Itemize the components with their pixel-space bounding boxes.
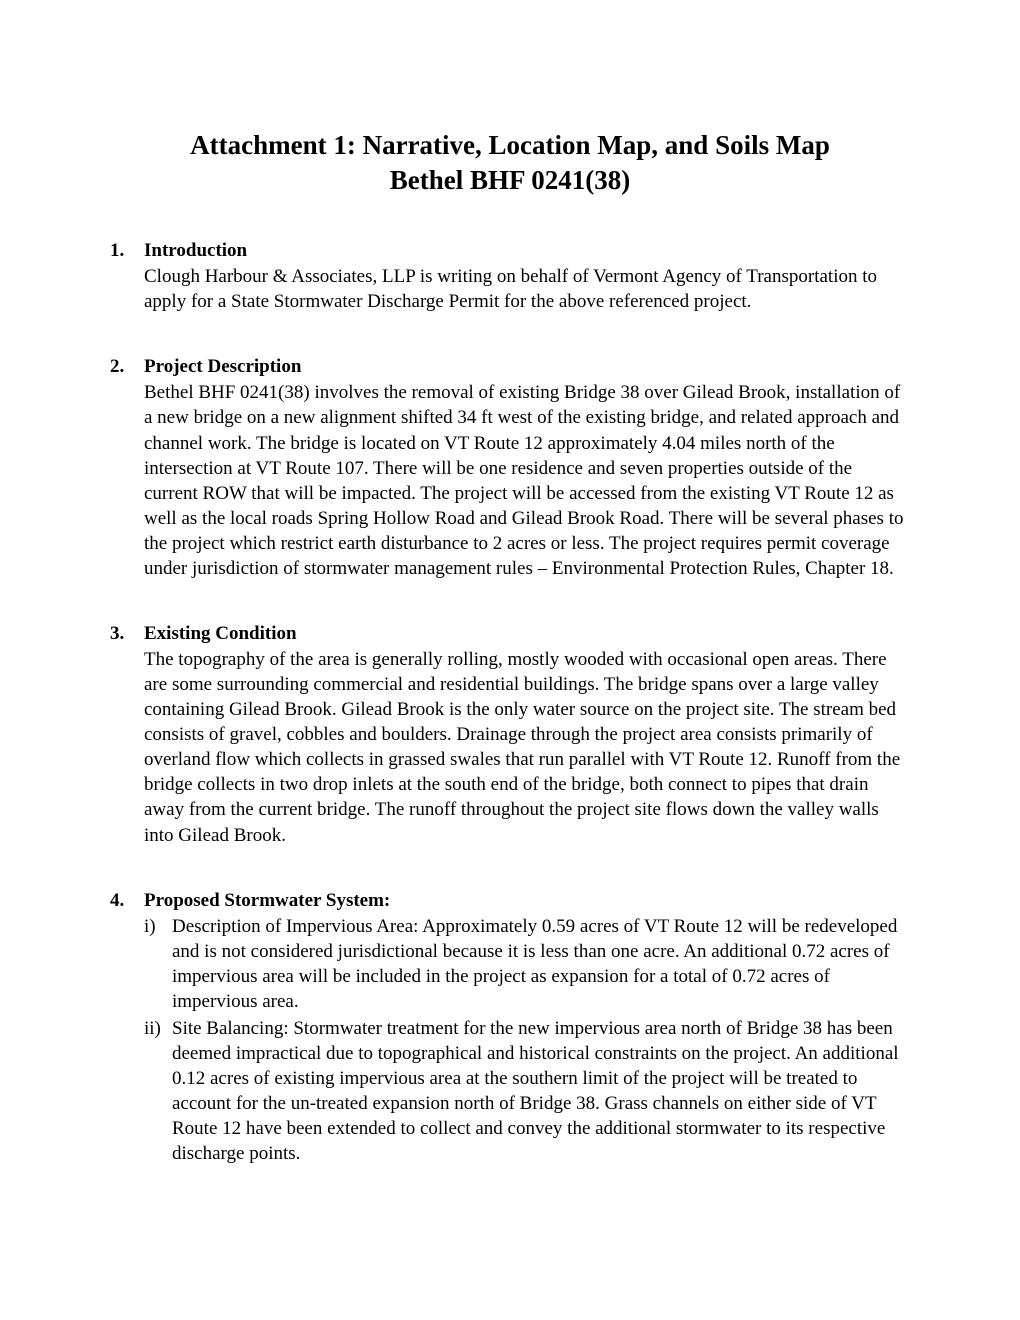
section-proposed-stormwater: 4.Proposed Stormwater System: i) Descrip… [110, 890, 910, 1167]
subsection-text: Description of Impervious Area: Approxim… [172, 914, 910, 1014]
subsection-item: i) Description of Impervious Area: Appro… [144, 914, 910, 1014]
section-heading: 1.Introduction [110, 240, 910, 262]
title-line-1: Attachment 1: Narrative, Location Map, a… [190, 130, 830, 160]
section-body: Clough Harbour & Associates, LLP is writ… [144, 264, 910, 314]
section-heading: 2.Project Description [110, 356, 910, 378]
section-title: Proposed Stormwater System: [144, 890, 390, 911]
section-number: 2. [110, 356, 144, 378]
subsection-item: ii) Site Balancing: Stormwater treatment… [144, 1016, 910, 1166]
section-number: 4. [110, 890, 144, 912]
subsection-marker: i) [144, 914, 172, 1014]
section-number: 1. [110, 240, 144, 262]
section-number: 3. [110, 623, 144, 645]
section-heading: 4.Proposed Stormwater System: [110, 890, 910, 912]
section-heading: 3.Existing Condition [110, 623, 910, 645]
title-line-2: Bethel BHF 0241(38) [390, 165, 630, 195]
section-existing-condition: 3.Existing Condition The topography of t… [110, 623, 910, 848]
section-title: Introduction [144, 240, 247, 261]
section-title: Existing Condition [144, 623, 297, 644]
subsection-list: i) Description of Impervious Area: Appro… [144, 914, 910, 1167]
section-title: Project Description [144, 356, 301, 377]
section-body: Bethel BHF 0241(38) involves the removal… [144, 380, 910, 581]
subsection-text: Site Balancing: Stormwater treatment for… [172, 1016, 910, 1166]
section-body: The topography of the area is generally … [144, 647, 910, 848]
subsection-marker: ii) [144, 1016, 172, 1166]
document-title: Attachment 1: Narrative, Location Map, a… [110, 128, 910, 198]
section-introduction: 1.Introduction Clough Harbour & Associat… [110, 240, 910, 314]
section-project-description: 2.Project Description Bethel BHF 0241(38… [110, 356, 910, 581]
